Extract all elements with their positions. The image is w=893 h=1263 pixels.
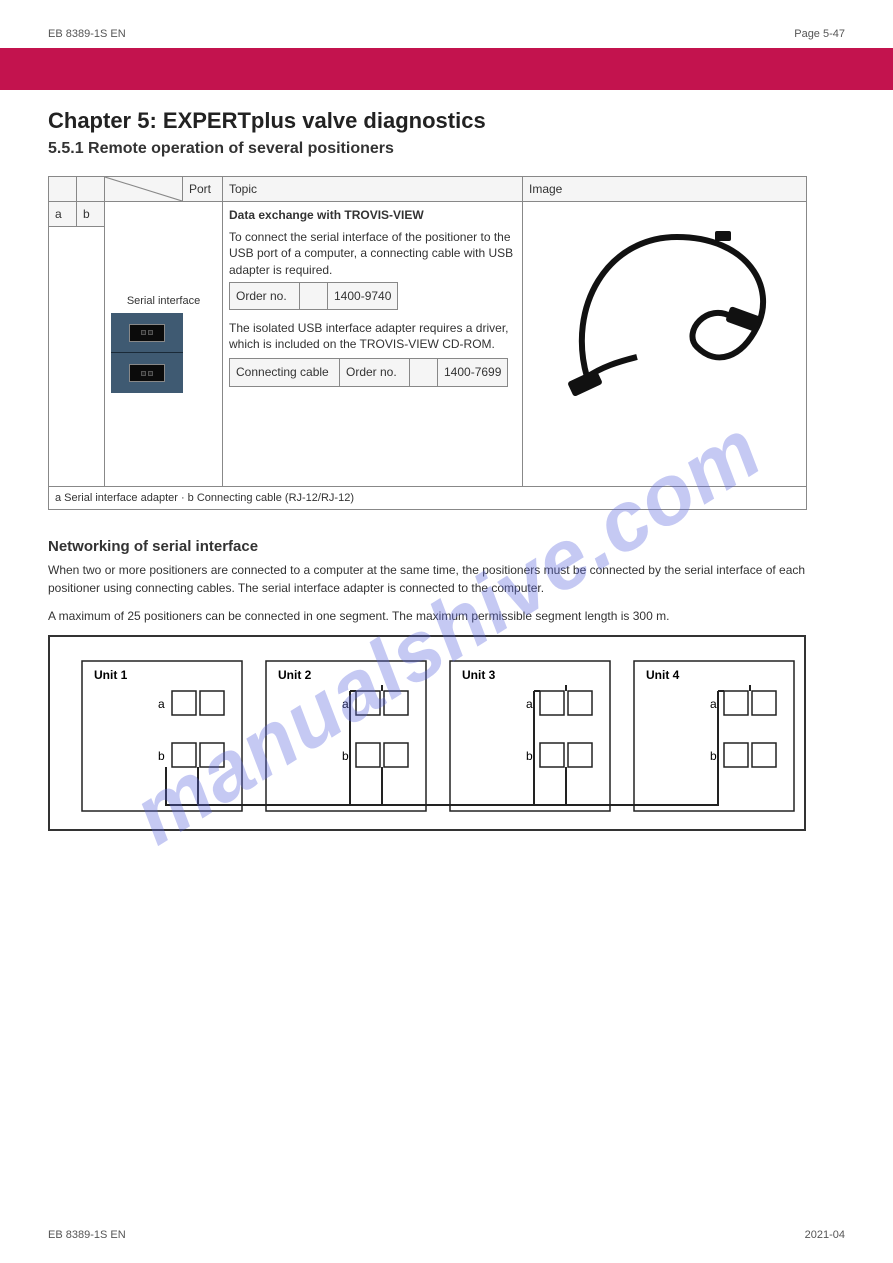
th-port: Port (183, 177, 223, 202)
topic-title: Data exchange with TROVIS-VIEW (229, 207, 516, 223)
unit-label: Unit 3 (462, 668, 496, 682)
th-blank (49, 177, 77, 202)
svg-text:a: a (710, 697, 717, 711)
unit-label: Unit 4 (646, 668, 680, 682)
svg-text:b: b (342, 749, 349, 763)
page-header: EB 8389-1S EN Page 5-47 (48, 0, 845, 48)
th-topic: Topic (223, 177, 523, 202)
section-title: 5.5.1 Remote operation of several positi… (48, 140, 845, 158)
footer-right: 2021-04 (805, 1229, 845, 1241)
unit-label: Unit 1 (94, 668, 128, 682)
page-number: Page 5-47 (794, 28, 845, 40)
svg-text:a: a (526, 697, 533, 711)
footer-left: EB 8389-1S EN (48, 1229, 126, 1241)
th-diag (105, 177, 183, 202)
mark-a: a (49, 202, 77, 227)
sub2-v: 1400-7699 (438, 359, 508, 386)
net-p1: When two or more positioners are connect… (48, 561, 845, 597)
sub2-title: The isolated USB interface adapter requi… (229, 320, 516, 352)
chapter-title: Chapter 5: EXPERTplus valve diagnostics (48, 108, 845, 134)
th-image: Image (523, 177, 807, 202)
ports-image (111, 313, 183, 393)
sub2-c1: Connecting cable (230, 359, 340, 386)
sub1-c2: Order no. (230, 282, 300, 309)
unit-label: Unit 2 (278, 668, 312, 682)
svg-text:b: b (158, 749, 165, 763)
port-b-icon (111, 353, 183, 393)
brand-banner (0, 48, 893, 90)
network-diagram: Unit 1 a b Unit 2 a b Unit 3 a b Unit 4 a b (48, 635, 806, 831)
mark-b: b (77, 202, 105, 227)
port-a-icon (111, 313, 183, 353)
topic-body: To connect the serial interface of the p… (229, 229, 516, 278)
cable-icon (547, 207, 782, 417)
svg-text:a: a (158, 697, 165, 711)
marks-footer: a Serial interface adapter · b Connectin… (49, 487, 807, 510)
spec-table: Port Topic Image a b Serial interface Da… (48, 176, 807, 510)
port-cell: Serial interface (105, 202, 223, 487)
topic-cell: Data exchange with TROVIS-VIEW To connec… (223, 202, 523, 487)
sub-table-adapter: Order no. 1400-9740 (229, 282, 398, 310)
net-p2: A maximum of 25 positioners can be conne… (48, 607, 845, 625)
doc-id: EB 8389-1S EN (48, 28, 126, 40)
image-cell (523, 202, 807, 487)
sub1-v: 1400-9740 (328, 282, 398, 309)
page-footer: EB 8389-1S EN 2021-04 (48, 1229, 845, 1241)
sub2-c2: Order no. (340, 359, 410, 386)
sub-table-cable: Connecting cable Order no. 1400-7699 (229, 358, 508, 386)
net-title: Networking of serial interface (48, 538, 845, 555)
th-blank2 (77, 177, 105, 202)
svg-text:a: a (342, 697, 349, 711)
marks-col (49, 227, 105, 487)
page: EB 8389-1S EN Page 5-47 Chapter 5: EXPER… (0, 0, 893, 1263)
port-cell-title: Serial interface (111, 295, 216, 307)
svg-text:b: b (710, 749, 717, 763)
svg-text:b: b (526, 749, 533, 763)
